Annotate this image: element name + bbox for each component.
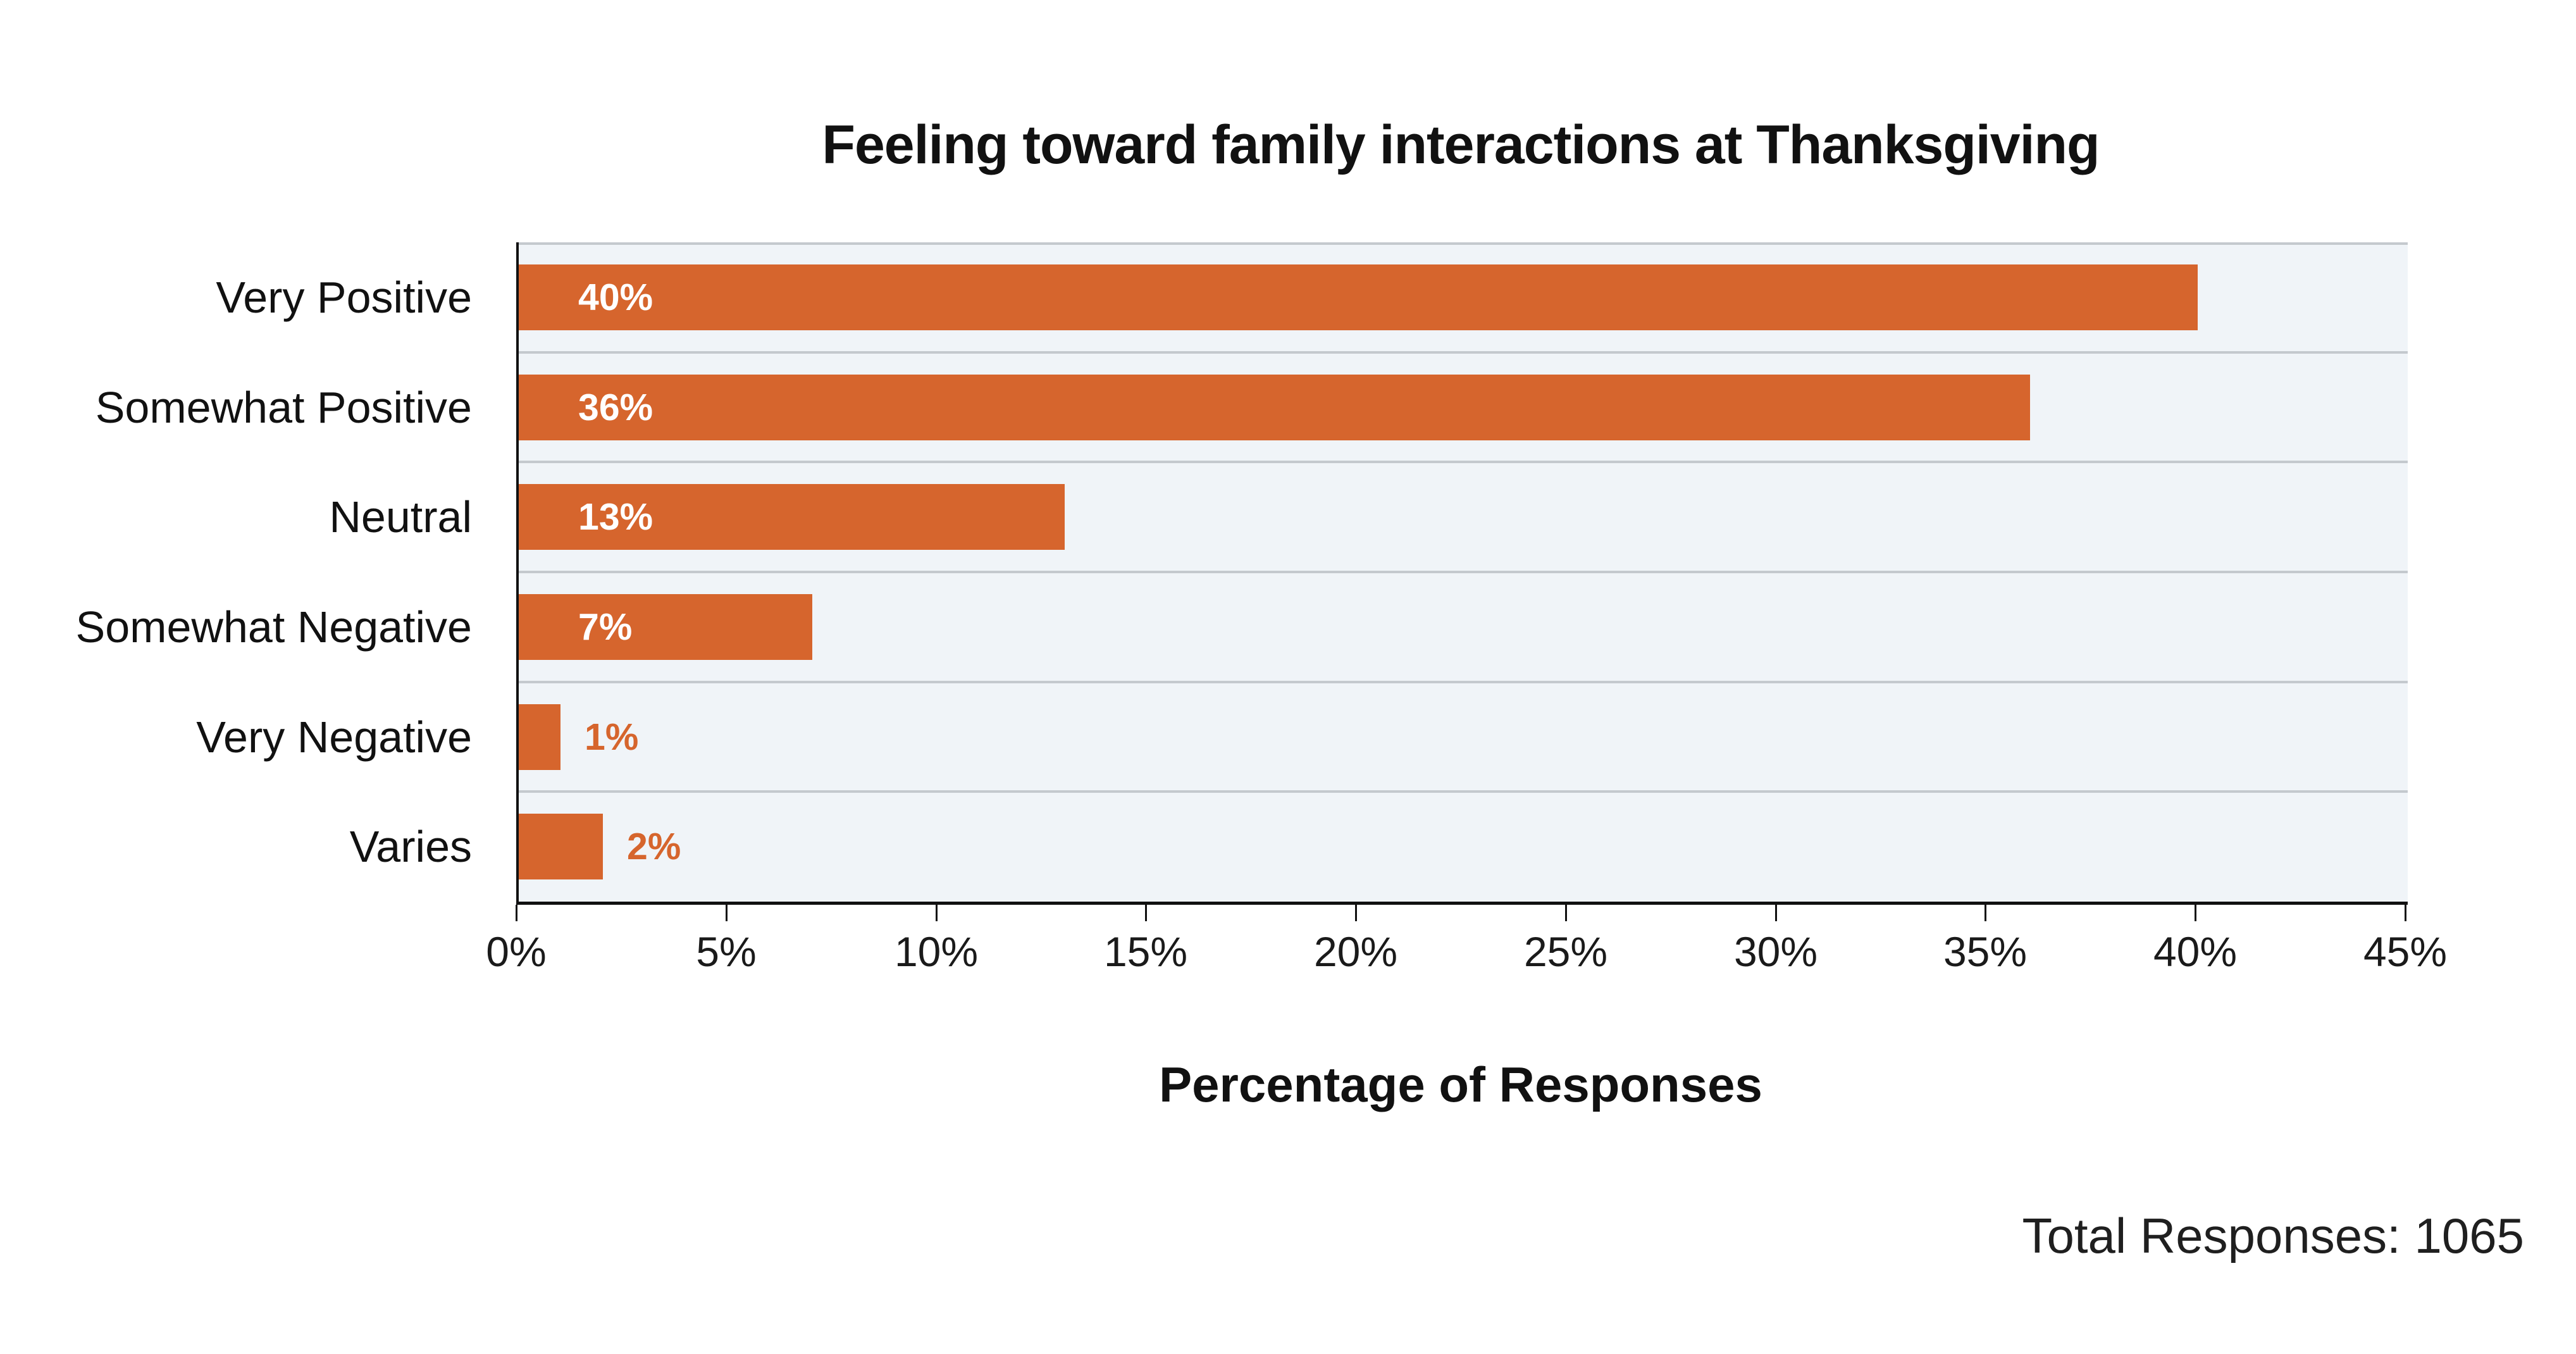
x-axis-title: Percentage of Responses [1159, 1057, 1762, 1112]
chart-title: Feeling toward family interactions at Th… [822, 115, 2100, 175]
bar [519, 704, 560, 770]
bar-value-label: 40% [578, 276, 653, 318]
gridline [519, 242, 2408, 245]
x-tick-label: 15% [1103, 928, 1188, 975]
x-tick [2195, 905, 2196, 921]
plot-area: 40% 36% 13% 7% 1% 2% [516, 242, 2408, 905]
x-tick [1355, 905, 1357, 921]
x-axis: 0% 5% 10% 15% 20% 25% 30% 35% 40% 45% [486, 905, 2447, 1006]
x-tick-label: 25% [1523, 928, 1608, 975]
x-tick-label: 10% [894, 928, 979, 975]
x-tick-label: 5% [696, 928, 757, 975]
x-tick [936, 905, 938, 921]
x-tick [1145, 905, 1147, 921]
bar [519, 264, 2198, 330]
category-label: Very Negative [196, 712, 472, 762]
gridline [519, 681, 2408, 683]
bar-value-label: 13% [578, 496, 653, 538]
category-label: Very Positive [216, 273, 472, 322]
bar-value-label: 2% [627, 826, 681, 867]
x-tick [1565, 905, 1567, 921]
category-label: Somewhat Negative [75, 602, 472, 652]
bar-value-label: 7% [578, 606, 633, 648]
bar [519, 484, 1065, 550]
x-tick-label: 30% [1733, 928, 1818, 975]
x-tick-label: 0% [486, 928, 547, 975]
x-tick-label: 40% [2153, 928, 2238, 975]
x-tick-label: 35% [1943, 928, 2028, 975]
gridline [519, 790, 2408, 793]
gridline [519, 351, 2408, 354]
gridline [519, 461, 2408, 463]
category-label: Somewhat Positive [95, 383, 472, 432]
x-tick [1985, 905, 1986, 921]
x-tick [1775, 905, 1777, 921]
bar-value-label: 1% [585, 716, 639, 758]
x-tick [516, 905, 517, 921]
bar [519, 814, 603, 879]
category-label: Varies [349, 822, 472, 871]
x-tick-label: 45% [2363, 928, 2448, 975]
x-tick-label: 20% [1313, 928, 1398, 975]
total-responses-note: Total Responses: 1065 [2022, 1208, 2524, 1264]
x-tick [726, 905, 728, 921]
bar [519, 594, 812, 660]
bar [519, 375, 2030, 440]
gridline [519, 571, 2408, 573]
bar-value-label: 36% [578, 387, 653, 428]
category-label: Neutral [329, 492, 472, 542]
y-axis-labels: Very Positive Somewhat Positive Neutral Som… [0, 242, 472, 902]
x-tick [2405, 905, 2406, 921]
